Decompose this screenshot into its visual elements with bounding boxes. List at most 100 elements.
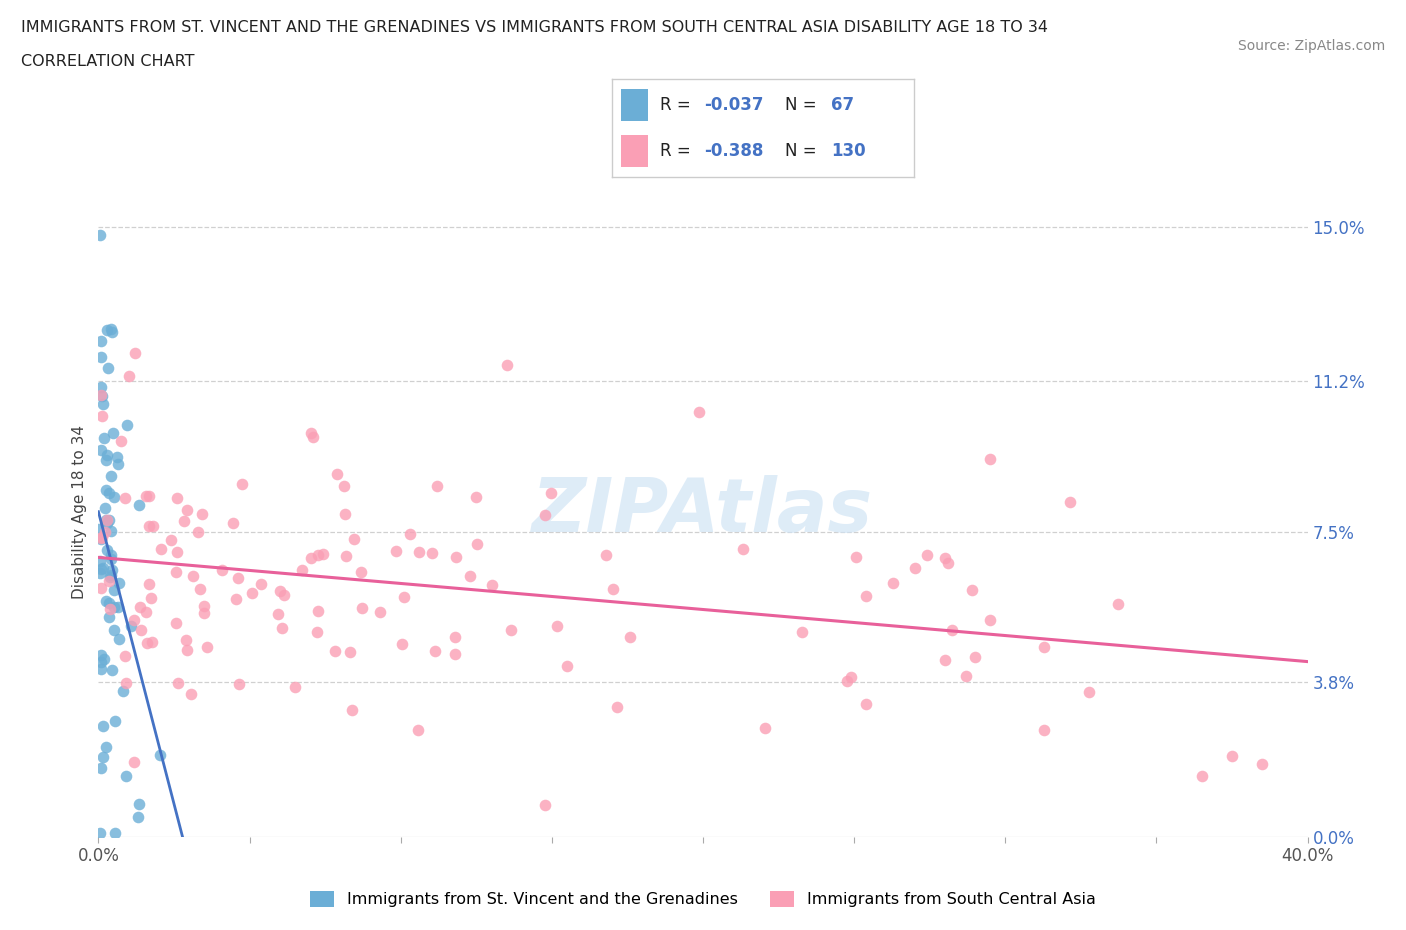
Point xyxy=(90,531,112,546)
Point xyxy=(89,554,111,569)
Point xyxy=(138,489,160,504)
Point xyxy=(291,563,314,578)
Point xyxy=(936,556,959,571)
Point xyxy=(339,644,361,659)
Point xyxy=(384,544,406,559)
Point xyxy=(546,618,568,633)
Point xyxy=(228,676,250,691)
Text: -0.037: -0.037 xyxy=(704,96,763,114)
Point xyxy=(129,623,152,638)
Point xyxy=(114,768,136,783)
Point xyxy=(299,551,322,565)
Point xyxy=(340,703,363,718)
Text: IMMIGRANTS FROM ST. VINCENT AND THE GRENADINES VS IMMIGRANTS FROM SOUTH CENTRAL : IMMIGRANTS FROM ST. VINCENT AND THE GREN… xyxy=(21,20,1047,35)
Point xyxy=(855,589,877,604)
Point xyxy=(299,426,322,441)
Point xyxy=(979,613,1001,628)
Point xyxy=(270,620,292,635)
Point xyxy=(195,640,218,655)
Point xyxy=(103,600,125,615)
Point xyxy=(139,591,162,605)
Point xyxy=(408,545,430,560)
Point xyxy=(391,636,413,651)
Text: N =: N = xyxy=(786,141,823,160)
Point xyxy=(149,747,172,762)
Point xyxy=(1220,748,1243,763)
Point xyxy=(90,647,112,662)
Point xyxy=(96,323,118,338)
Y-axis label: Disability Age 18 to 34: Disability Age 18 to 34 xyxy=(72,424,87,599)
Point xyxy=(335,549,357,564)
Point xyxy=(103,582,125,597)
Point xyxy=(211,563,233,578)
Point xyxy=(90,661,112,676)
Point xyxy=(91,397,114,412)
Point xyxy=(90,380,112,395)
Point xyxy=(141,635,163,650)
Point xyxy=(118,369,141,384)
Point xyxy=(1033,723,1056,737)
Point xyxy=(754,721,776,736)
Text: R =: R = xyxy=(659,96,696,114)
Point xyxy=(790,625,813,640)
Point xyxy=(165,565,187,579)
Point xyxy=(464,490,486,505)
Point xyxy=(107,457,129,472)
Point xyxy=(326,467,349,482)
Point xyxy=(96,448,118,463)
Text: ZIPAtlas: ZIPAtlas xyxy=(533,475,873,548)
Point xyxy=(89,228,111,243)
Point xyxy=(100,468,122,483)
Point xyxy=(94,525,117,540)
Point xyxy=(128,498,150,512)
Point xyxy=(187,525,209,539)
Point xyxy=(93,651,115,666)
Point xyxy=(173,514,195,529)
Point xyxy=(100,602,122,617)
Point xyxy=(150,541,173,556)
Point xyxy=(127,809,149,824)
Point xyxy=(495,358,517,373)
Point xyxy=(845,549,868,564)
Point xyxy=(555,659,578,674)
Point xyxy=(90,655,112,670)
Point xyxy=(855,697,877,711)
Point xyxy=(90,350,112,365)
Point xyxy=(93,431,115,445)
Point xyxy=(1033,640,1056,655)
Point xyxy=(934,551,956,565)
Point xyxy=(89,826,111,841)
Point xyxy=(90,443,112,458)
Point xyxy=(135,604,157,619)
Point xyxy=(350,601,373,616)
Point xyxy=(101,662,124,677)
Point xyxy=(941,622,963,637)
Point xyxy=(136,636,159,651)
Point xyxy=(112,684,135,698)
Point xyxy=(129,600,152,615)
Text: N =: N = xyxy=(786,96,823,114)
Point xyxy=(101,325,124,339)
Point xyxy=(91,409,114,424)
Point xyxy=(307,603,329,618)
Point xyxy=(533,797,555,812)
Text: CORRELATION CHART: CORRELATION CHART xyxy=(21,54,194,69)
Point xyxy=(89,566,111,581)
Point xyxy=(90,760,112,775)
Point xyxy=(188,582,211,597)
Point xyxy=(231,477,253,492)
Point xyxy=(839,670,862,684)
Point xyxy=(94,483,117,498)
Point xyxy=(128,797,150,812)
Point xyxy=(176,643,198,658)
Point xyxy=(190,507,212,522)
Point xyxy=(90,334,112,349)
Point xyxy=(332,479,354,494)
Point xyxy=(124,755,146,770)
Point xyxy=(406,723,429,737)
Point xyxy=(107,600,129,615)
Point xyxy=(91,529,114,544)
Point xyxy=(98,570,121,585)
Point xyxy=(91,389,114,404)
Point xyxy=(444,550,467,565)
